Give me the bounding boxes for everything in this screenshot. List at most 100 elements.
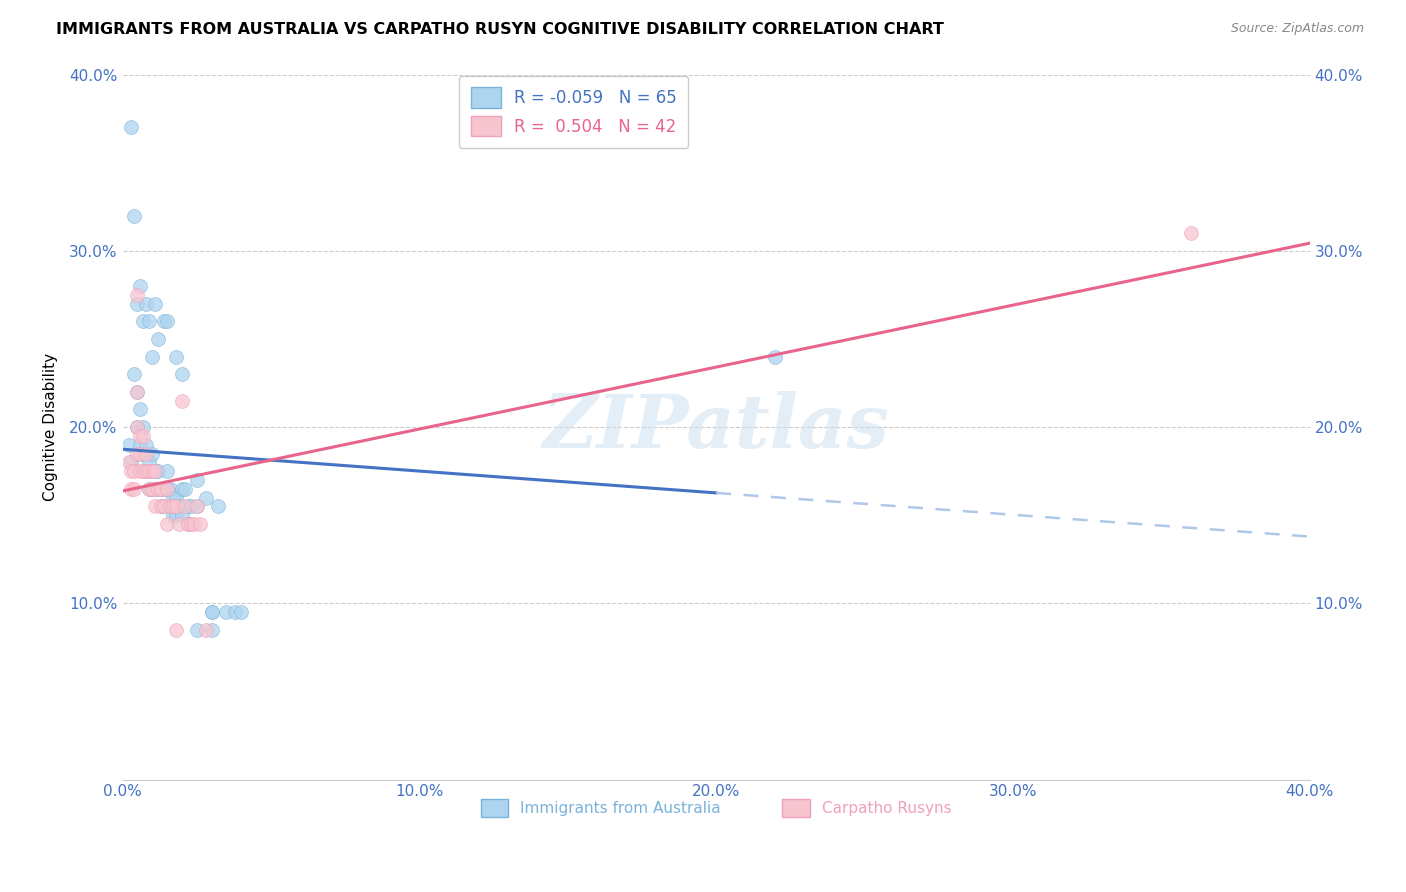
Point	[207, 500, 229, 514]
Point	[143, 500, 166, 514]
Point	[141, 482, 163, 496]
Point	[143, 464, 166, 478]
Point	[170, 508, 193, 523]
Point	[135, 446, 157, 460]
Point	[763, 350, 786, 364]
Point	[121, 482, 143, 496]
Point	[150, 500, 173, 514]
Point	[138, 482, 160, 496]
Point	[159, 500, 181, 514]
Point	[135, 464, 157, 478]
Point	[162, 500, 184, 514]
Point	[170, 393, 193, 408]
Point	[132, 420, 155, 434]
Point	[201, 605, 224, 619]
Point	[124, 367, 146, 381]
Point	[132, 429, 155, 443]
Point	[153, 500, 176, 514]
Point	[143, 464, 166, 478]
Point	[127, 288, 149, 302]
Point	[143, 482, 166, 496]
Point	[224, 605, 246, 619]
Point	[121, 464, 143, 478]
Point	[180, 500, 202, 514]
Point	[129, 446, 152, 460]
Point	[143, 296, 166, 310]
Point	[170, 482, 193, 496]
Point	[124, 464, 146, 478]
Point	[153, 314, 176, 328]
Point	[174, 482, 197, 496]
Point	[138, 455, 160, 469]
Point	[124, 482, 146, 496]
Point	[148, 482, 170, 496]
Point	[177, 516, 200, 531]
Point	[132, 314, 155, 328]
Point	[231, 605, 253, 619]
Point	[132, 446, 155, 460]
Point	[127, 384, 149, 399]
Point	[129, 429, 152, 443]
Point	[141, 446, 163, 460]
Point	[138, 314, 160, 328]
Text: Source: ZipAtlas.com: Source: ZipAtlas.com	[1230, 22, 1364, 36]
Point	[138, 464, 160, 478]
Point	[1180, 226, 1202, 240]
Point	[188, 516, 211, 531]
Text: IMMIGRANTS FROM AUSTRALIA VS CARPATHO RUSYN COGNITIVE DISABILITY CORRELATION CHA: IMMIGRANTS FROM AUSTRALIA VS CARPATHO RU…	[56, 22, 943, 37]
Point	[148, 332, 170, 346]
Point	[153, 500, 176, 514]
Point	[177, 516, 200, 531]
Point	[167, 516, 190, 531]
Point	[127, 296, 149, 310]
Point	[165, 350, 187, 364]
Point	[129, 464, 152, 478]
Point	[127, 420, 149, 434]
Point	[121, 120, 143, 135]
Point	[141, 350, 163, 364]
Point	[165, 623, 187, 637]
Point	[150, 482, 173, 496]
Point	[186, 500, 208, 514]
Point	[167, 500, 190, 514]
Point	[194, 623, 217, 637]
Point	[201, 623, 224, 637]
Point	[127, 384, 149, 399]
Point	[117, 438, 139, 452]
Point	[186, 500, 208, 514]
Point	[138, 482, 160, 496]
Point	[148, 464, 170, 478]
Point	[183, 516, 205, 531]
Point	[135, 296, 157, 310]
Point	[162, 491, 184, 505]
Point	[127, 446, 149, 460]
Point	[129, 402, 152, 417]
Point	[165, 508, 187, 523]
Point	[194, 491, 217, 505]
Point	[186, 623, 208, 637]
Point	[159, 482, 181, 496]
Point	[150, 482, 173, 496]
Point	[201, 605, 224, 619]
Point	[156, 314, 179, 328]
Point	[153, 482, 176, 496]
Point	[215, 605, 238, 619]
Legend: Immigrants from Australia, Carpatho Rusyns: Immigrants from Australia, Carpatho Rusy…	[472, 791, 959, 825]
Point	[156, 482, 179, 496]
Point	[186, 473, 208, 487]
Point	[127, 420, 149, 434]
Point	[170, 367, 193, 381]
Point	[141, 482, 163, 496]
Text: ZIPatlas: ZIPatlas	[543, 391, 890, 463]
Point	[141, 464, 163, 478]
Point	[141, 464, 163, 478]
Point	[165, 500, 187, 514]
Point	[177, 500, 200, 514]
Point	[180, 516, 202, 531]
Point	[156, 464, 179, 478]
Y-axis label: Cognitive Disability: Cognitive Disability	[44, 353, 58, 501]
Point	[159, 500, 181, 514]
Point	[165, 491, 187, 505]
Point	[135, 438, 157, 452]
Point	[148, 482, 170, 496]
